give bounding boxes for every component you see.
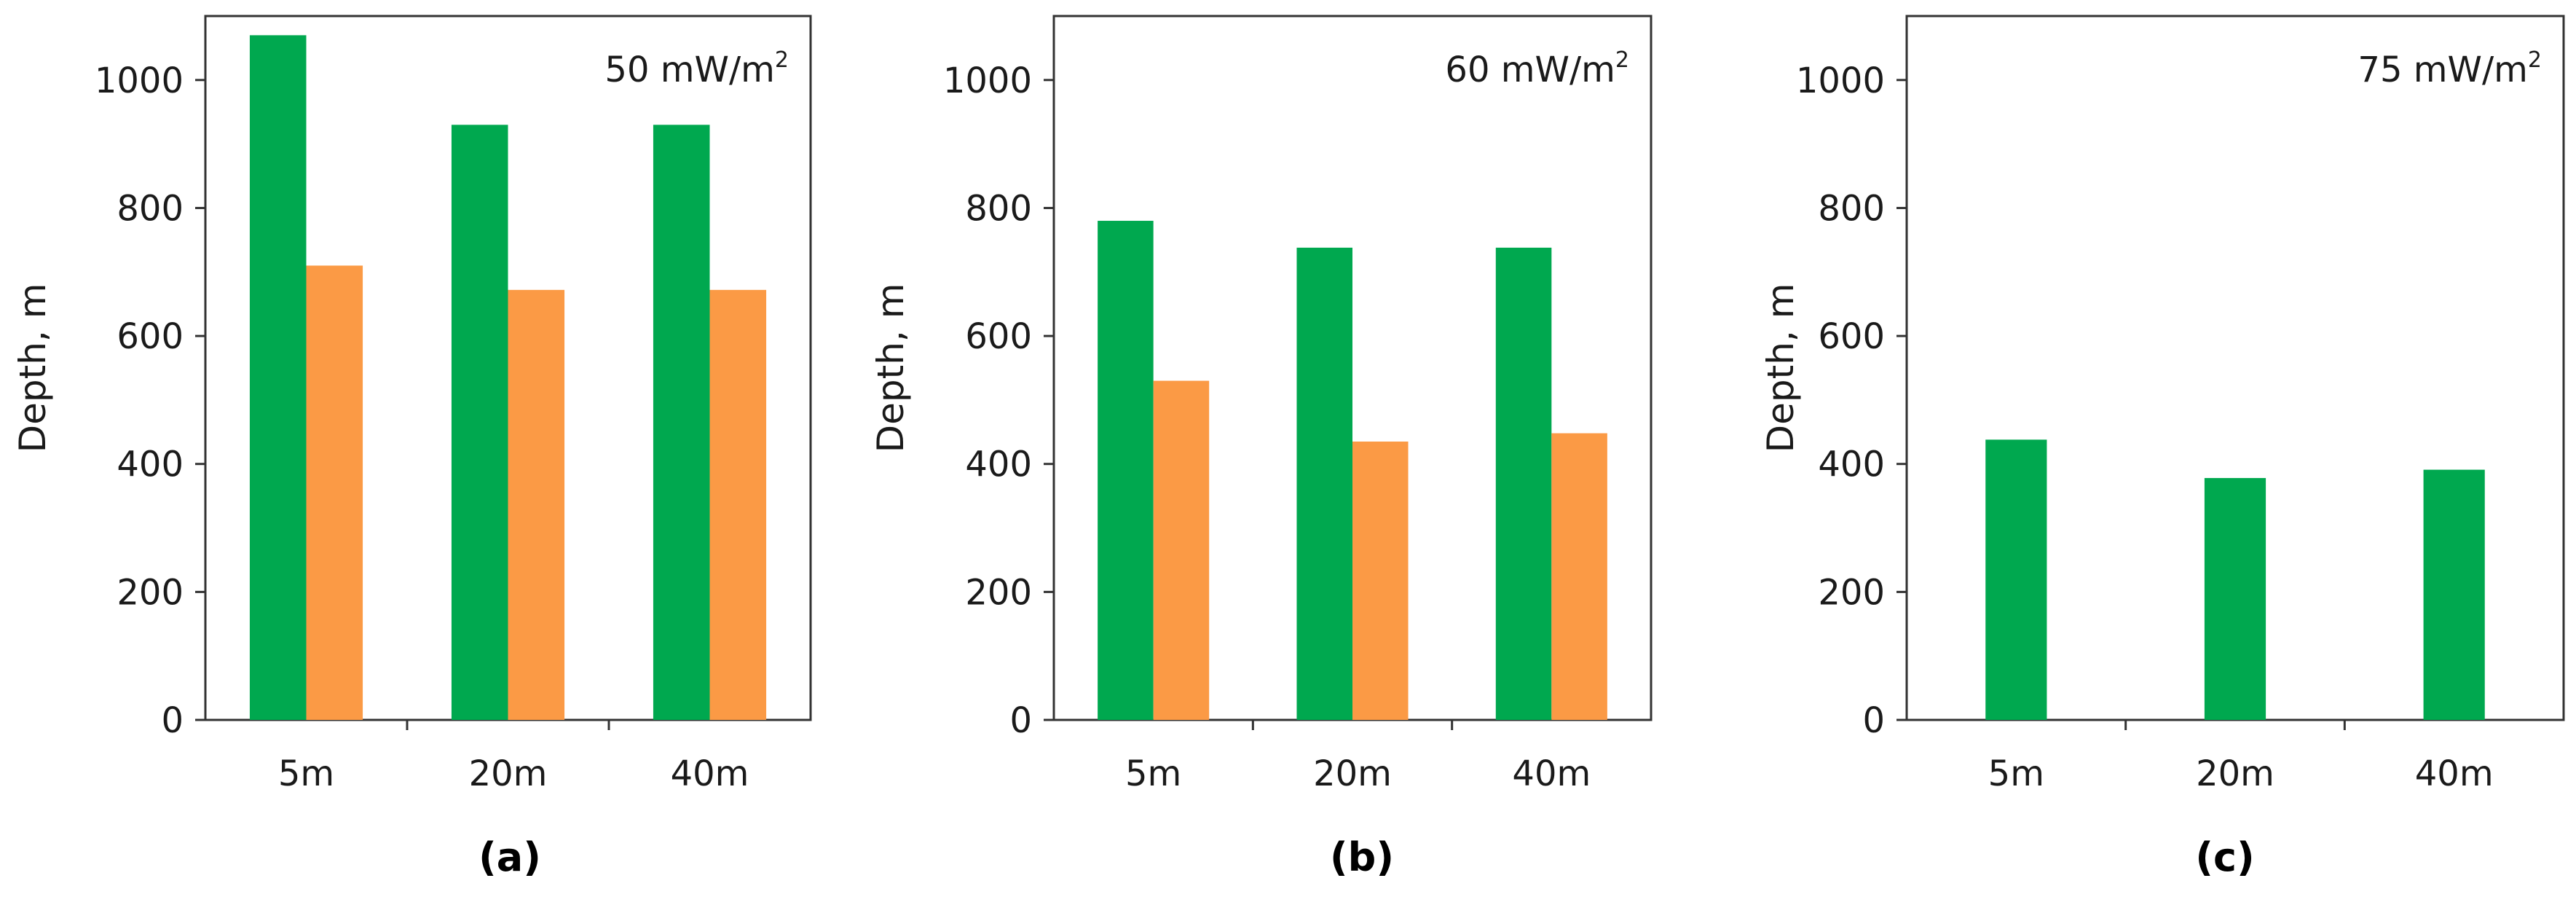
annotation-text: 75 mW/m [2358, 50, 2527, 90]
bar-green-40m [2423, 469, 2485, 720]
bar-green-40m [1495, 247, 1552, 720]
bar-green-5m [1098, 221, 1154, 720]
bar-orange-20m [1352, 441, 1409, 720]
y-tick-label: 800 [1818, 188, 1885, 229]
x-tick-label: 5m [1125, 753, 1181, 794]
x-tick-label: 20m [469, 753, 548, 794]
x-tick-label: 20m [1313, 753, 1392, 794]
x-tick-label: 40m [1512, 753, 1591, 794]
y-tick-label: 400 [117, 444, 184, 485]
y-axis-label: Depth, m [12, 283, 54, 453]
bar-green-20m [2204, 478, 2266, 720]
y-axis-label: Depth, m [1760, 283, 1802, 453]
bar-green-20m [451, 125, 508, 721]
y-tick-label: 200 [1818, 572, 1885, 613]
y-tick-label: 400 [1818, 444, 1885, 485]
y-tick-label: 0 [1009, 700, 1032, 741]
bar-green-5m [1985, 439, 2047, 720]
y-tick-label: 600 [965, 316, 1032, 357]
y-tick-label: 400 [965, 444, 1032, 485]
bar-green-5m [249, 35, 307, 720]
annotation-superscript: 2 [2528, 47, 2542, 73]
y-tick-label: 600 [117, 316, 184, 357]
annotation-text: 60 mW/m [1445, 50, 1615, 90]
y-axis-label: Depth, m [870, 283, 912, 453]
y-tick-label: 0 [161, 700, 184, 741]
bar-orange-5m [1153, 380, 1210, 720]
chart-panel-2: 0 200 400 600 800 1000 Depth, m 5m 20m 40m 60 mW/m… [870, 15, 1653, 880]
x-tick-label: 5m [278, 753, 334, 794]
y-tick-label: 1000 [95, 60, 184, 101]
bar-orange-20m [508, 289, 565, 720]
y-tick-label: 1000 [1796, 60, 1885, 101]
bar-orange-5m [306, 265, 363, 720]
x-tick-label: 40m [2415, 753, 2494, 794]
y-tick-label: 200 [965, 572, 1032, 613]
chart-panel-3: 0 200 400 600 800 1000 Depth, m 5m 20m 40m 75 mW/m… [1760, 15, 2565, 880]
bar-green-40m [653, 125, 710, 721]
chart-panel-1: 0 200 400 600 800 1000 Depth, m 5m 20m 40m 50 mW/m… [12, 15, 812, 880]
heat-flow-annotation: 60 mW/m2 [1445, 47, 1629, 90]
y-tick-label: 800 [965, 188, 1032, 229]
x-tick-label: 40m [671, 753, 749, 794]
y-tick-label: 600 [1818, 316, 1885, 357]
bar-orange-40m [709, 289, 767, 720]
annotation-text: 50 mW/m [604, 50, 774, 90]
bar-orange-40m [1551, 433, 1607, 720]
bar-green-20m [1296, 247, 1352, 720]
y-tick-label: 200 [117, 572, 184, 613]
panel-label: (c) [2195, 834, 2254, 880]
panel-label: (a) [478, 834, 541, 880]
y-tick-label: 800 [117, 188, 184, 229]
x-tick-label: 5m [1988, 753, 2044, 794]
heat-flow-annotation: 75 mW/m2 [2358, 47, 2542, 90]
y-tick-label: 1000 [943, 60, 1032, 101]
y-tick-label: 0 [1862, 700, 1885, 741]
heat-flow-annotation: 50 mW/m2 [604, 47, 789, 90]
annotation-superscript: 2 [1615, 47, 1629, 73]
x-tick-label: 20m [2196, 753, 2274, 794]
panel-label: (b) [1330, 834, 1394, 880]
annotation-superscript: 2 [775, 47, 789, 73]
